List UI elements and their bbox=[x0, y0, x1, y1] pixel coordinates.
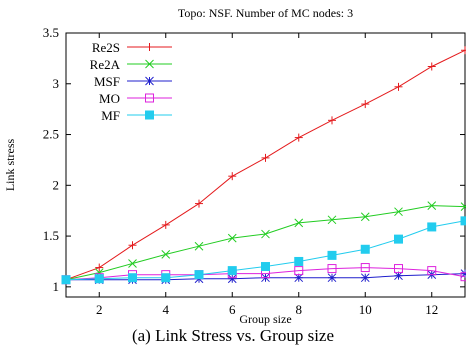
legend-item-msf: MSF bbox=[94, 74, 172, 89]
series-mf bbox=[61, 216, 466, 285]
legend-item-re2a: Re2A bbox=[90, 57, 172, 72]
series-msf bbox=[61, 269, 466, 285]
y-tick-label: 1 bbox=[53, 279, 60, 294]
y-tick-label: 3.5 bbox=[43, 25, 59, 40]
data-point bbox=[427, 222, 437, 232]
data-point bbox=[461, 46, 466, 55]
y-tick-label: 2 bbox=[53, 177, 60, 192]
data-point bbox=[360, 263, 370, 273]
link-stress-chart: Topo: NSF. Number of MC nodes: 3 Link st… bbox=[3, 6, 466, 326]
data-point bbox=[194, 270, 204, 280]
data-point bbox=[227, 266, 237, 276]
data-point bbox=[360, 244, 370, 254]
series-re2s bbox=[62, 46, 466, 284]
data-point bbox=[360, 212, 370, 222]
legend-label: MO bbox=[99, 91, 120, 106]
data-point bbox=[195, 199, 203, 208]
x-axis-label: Group size bbox=[239, 312, 291, 326]
series-line bbox=[65, 49, 466, 281]
x-tick-label: 2 bbox=[96, 302, 103, 317]
data-point bbox=[161, 220, 170, 229]
data-point bbox=[145, 43, 154, 51]
data-point bbox=[145, 93, 154, 103]
data-point bbox=[294, 218, 304, 228]
data-point bbox=[261, 262, 270, 272]
x-tick-label: 8 bbox=[296, 302, 303, 317]
x-tick-label: 4 bbox=[163, 302, 170, 317]
data-point bbox=[294, 266, 304, 276]
plot-area-frame bbox=[65, 32, 466, 298]
data-point bbox=[261, 153, 270, 162]
legend-item-re2s: Re2S bbox=[92, 40, 172, 55]
data-point bbox=[327, 250, 337, 260]
data-point bbox=[328, 116, 336, 125]
data-point bbox=[128, 273, 137, 283]
data-point bbox=[460, 272, 466, 282]
x-tick-label: 10 bbox=[359, 302, 372, 317]
data-point bbox=[194, 241, 204, 251]
data-point bbox=[294, 256, 304, 266]
data-point bbox=[327, 273, 337, 283]
series-layer bbox=[61, 46, 466, 285]
data-point bbox=[460, 202, 466, 211]
data-point bbox=[128, 259, 137, 268]
data-point bbox=[145, 76, 154, 86]
y-tick-label: 3 bbox=[53, 76, 60, 91]
legend-label: Re2S bbox=[92, 40, 120, 55]
data-point bbox=[394, 82, 403, 91]
figure-caption: (a) Link Stress vs. Group size bbox=[131, 326, 335, 345]
y-tick-label: 1.5 bbox=[43, 228, 59, 243]
data-point bbox=[394, 207, 403, 217]
data-point bbox=[361, 100, 370, 109]
data-point bbox=[128, 241, 137, 250]
data-point bbox=[94, 274, 104, 284]
chart-title: Topo: NSF. Number of MC nodes: 3 bbox=[178, 6, 353, 20]
data-point bbox=[95, 263, 104, 272]
y-axis-label: Link stress bbox=[3, 139, 17, 192]
data-point bbox=[360, 273, 370, 283]
series-re2a bbox=[61, 201, 466, 285]
data-point bbox=[394, 264, 403, 274]
data-point bbox=[327, 264, 337, 274]
legend-item-mf: MF bbox=[101, 108, 172, 123]
data-point bbox=[427, 201, 437, 210]
data-point bbox=[294, 133, 303, 142]
data-point bbox=[145, 110, 154, 120]
legend-label: MSF bbox=[94, 74, 120, 89]
data-point bbox=[460, 216, 466, 226]
x-tick-label: 6 bbox=[229, 302, 236, 317]
legend-label: MF bbox=[101, 108, 120, 123]
data-point bbox=[61, 275, 71, 285]
data-point bbox=[261, 229, 270, 239]
data-point bbox=[228, 172, 237, 181]
legend-item-mo: MO bbox=[99, 91, 172, 106]
legend: Re2S Re2A MSF MO MF bbox=[90, 40, 172, 123]
data-point bbox=[161, 273, 171, 283]
data-point bbox=[327, 215, 337, 225]
data-point bbox=[227, 274, 237, 284]
axis-ticks: 2 4 6 8 10 12 1 1.5 2 2.5 3 3.5 bbox=[43, 25, 465, 317]
legend-label: Re2A bbox=[90, 57, 121, 72]
data-point bbox=[427, 62, 436, 71]
data-point bbox=[145, 59, 154, 69]
x-tick-label: 12 bbox=[425, 302, 438, 317]
data-point bbox=[427, 266, 437, 276]
y-tick-label: 2.5 bbox=[43, 127, 59, 142]
data-point bbox=[161, 250, 171, 259]
data-point bbox=[227, 233, 237, 243]
data-point bbox=[394, 234, 403, 244]
